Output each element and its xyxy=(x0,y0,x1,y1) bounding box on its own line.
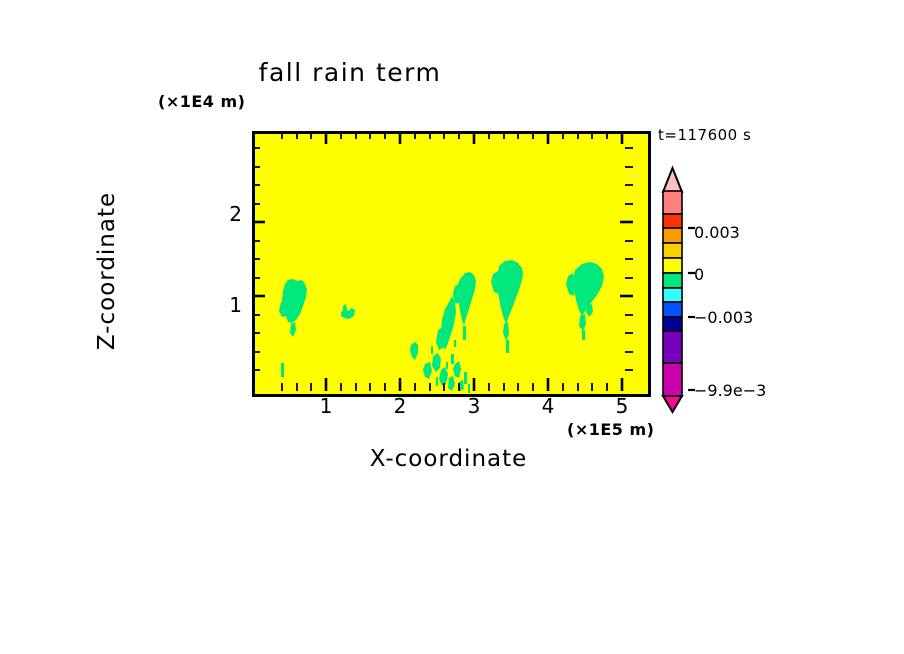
colorbar-band-10 xyxy=(662,362,683,397)
colorbar-label-zero: 0 xyxy=(694,265,705,284)
y-tick-label-2: 2 xyxy=(229,202,242,226)
colorbar-band-9 xyxy=(662,330,683,364)
colorbar-label-positive: 0.003 xyxy=(694,223,740,242)
contour-plot-field xyxy=(252,131,651,397)
contour-region-group xyxy=(279,260,604,393)
y-axis-title: Z-coordinate xyxy=(94,191,120,351)
colorbar-band-7 xyxy=(662,301,683,318)
colorbar-band-1 xyxy=(662,213,683,229)
colorbar-band-6 xyxy=(662,287,683,303)
x-tick-label-1: 1 xyxy=(319,394,333,418)
colorbar-label-negative: −0.003 xyxy=(694,308,754,327)
colorbar-bands xyxy=(662,190,683,397)
colorbar-band-3 xyxy=(662,242,683,259)
colorbar-band-2 xyxy=(662,227,683,244)
colorbar-label-min: −9.9e−3 xyxy=(694,381,767,400)
axis-ticks-layer xyxy=(252,131,633,391)
x-tick-label-5: 5 xyxy=(615,394,629,418)
colorbar-band-8 xyxy=(662,316,683,332)
colorbar-band-5 xyxy=(662,272,683,289)
colorbar xyxy=(661,165,695,414)
page-title: fall rain term xyxy=(258,58,442,87)
y-tick-label-1: 1 xyxy=(229,293,242,317)
x-axis-title: X-coordinate xyxy=(369,446,528,472)
x-axis-unit-label: (×1E5 m) xyxy=(567,420,655,439)
colorbar-cap-bottom xyxy=(661,395,684,414)
x-tick-label-4: 4 xyxy=(541,394,555,418)
x-tick-label-2: 2 xyxy=(393,394,407,418)
x-tick-label-3: 3 xyxy=(467,394,481,418)
colorbar-band-4 xyxy=(662,257,683,274)
colorbar-band-0 xyxy=(662,190,683,215)
colorbar-cap-top xyxy=(661,165,684,193)
colorbar-ticks xyxy=(688,226,695,392)
contour-data-layer xyxy=(255,134,648,394)
time-annotation: t=117600 s xyxy=(658,126,752,144)
y-axis-unit-label: (×1E4 m) xyxy=(158,92,246,111)
